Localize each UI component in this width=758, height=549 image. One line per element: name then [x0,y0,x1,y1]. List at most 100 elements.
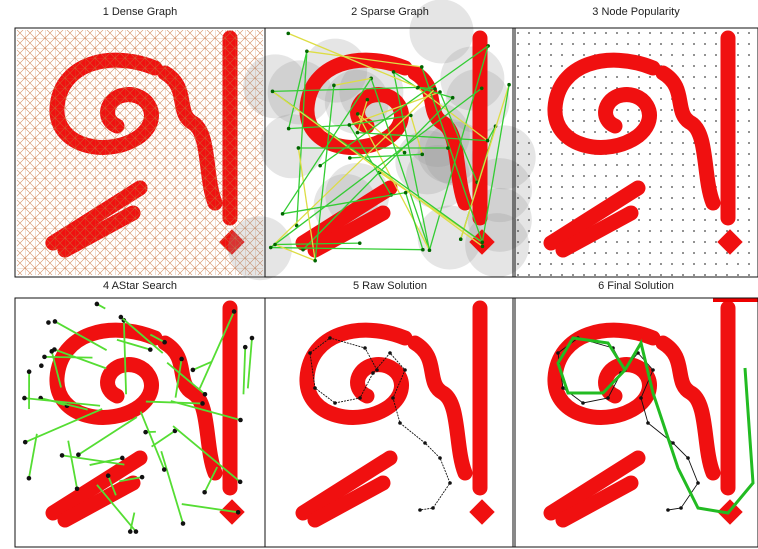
search-edge [68,441,77,489]
panel [513,298,758,547]
search-edge [243,347,245,394]
path-node [398,421,402,425]
path-node [388,351,392,355]
sparse-node [356,112,360,116]
sparse-node [420,153,424,157]
path-node [333,401,337,405]
path-node [671,441,675,445]
search-node [162,467,167,472]
panel [265,298,515,547]
panel [15,298,265,547]
sparse-node [348,123,352,127]
search-node [134,529,139,534]
search-node [243,345,248,350]
search-node [148,347,153,352]
search-node [250,336,255,341]
panel-title: 4 AStar Search [103,280,177,292]
search-node [106,473,111,478]
search-node [200,401,205,406]
goal-marker [713,298,758,302]
search-node [49,349,54,354]
glyph [303,308,495,525]
path-node [363,346,367,350]
sparse-node [404,191,408,195]
search-node [203,392,208,397]
path-node [639,396,643,400]
sparse-node [318,164,322,168]
search-node [128,529,133,534]
sparse-node [348,156,352,160]
search-node [27,476,32,481]
search-node [46,320,51,325]
path-node [679,506,683,510]
search-node [236,510,241,515]
search-node [191,368,196,373]
path-node [418,508,422,512]
search-edge [161,451,183,523]
sparse-node [281,212,285,216]
sparse-node [305,50,309,54]
search-node [39,363,44,368]
search-node [162,340,167,345]
path-node [358,396,362,400]
dense-graph [17,30,263,275]
sparse-node [459,237,463,241]
search-node [202,490,207,495]
path-node [556,351,560,355]
path-node [328,336,332,340]
search-node [143,430,148,435]
search-edge [152,431,175,447]
sparse-node [433,87,437,91]
sparse-node [392,70,396,74]
sparse-node [358,241,362,245]
sparse-node [428,248,432,252]
panel-title: 6 Final Solution [598,280,674,292]
panel-title: 3 Node Popularity [592,6,680,18]
path-node [646,421,650,425]
path-node [313,386,317,390]
sparse-node [486,139,490,143]
sparse-node [269,246,273,250]
panel [513,28,758,277]
sparse-node [481,245,485,249]
search-node [140,475,145,480]
path-node [651,368,655,372]
path-node [423,441,427,445]
search-node [181,521,186,526]
search-node [179,357,184,362]
path-node [438,456,442,460]
sparse-node [451,96,455,100]
sparse-node [356,131,360,135]
search-node [119,315,124,320]
sparse-node [332,84,336,88]
search-node [23,440,28,445]
search-node [232,309,237,314]
panel [15,28,265,277]
sparse-node [480,240,484,244]
sparse-node [297,146,301,150]
path-node [581,401,585,405]
search-node [42,355,47,360]
sparse-edge [271,248,423,250]
sparse-node [480,86,484,90]
search-node [120,456,125,461]
search-node [238,418,243,423]
sparse-node [273,243,277,247]
sparse-node [286,32,290,36]
sparse-node [366,98,370,102]
sparse-node [421,248,425,252]
path-node [686,456,690,460]
search-node [22,396,27,401]
figure: 1 Dense Graph 2 Sparse Graph 3 Node Popu… [0,0,758,549]
search-node [60,453,65,458]
path-node [403,368,407,372]
path-node [666,508,670,512]
panel-title: 2 Sparse Graph [351,6,429,18]
search-edge [248,338,252,388]
panel-title: 5 Raw Solution [353,280,427,292]
path-node [606,396,610,400]
sparse-node [403,151,407,155]
path-node [308,351,312,355]
path-node [431,506,435,510]
search-node [238,480,243,485]
